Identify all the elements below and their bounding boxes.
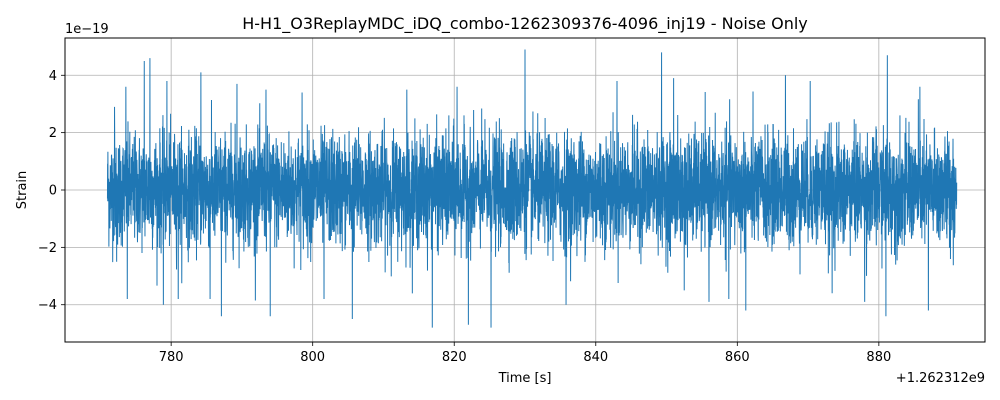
strain-series-line [106,49,958,328]
y-axis-scale-label: 1e−19 [65,22,109,37]
y-axis-ticks: −4 −2 0 2 4 [38,69,65,313]
x-tick-label: 880 [866,350,891,365]
x-axis-label: Time [s] [498,371,552,386]
y-tick-label: −4 [38,298,57,313]
y-tick-label: −2 [38,241,57,256]
y-tick-label: 4 [49,69,57,84]
plot-area [106,49,958,328]
y-axis-label: Strain [15,171,30,210]
y-tick-label: 0 [49,184,57,199]
x-tick-label: 840 [583,350,608,365]
x-tick-label: 780 [159,350,184,365]
y-tick-label: 2 [49,126,57,141]
chart-title: H-H1_O3ReplayMDC_iDQ_combo-1262309376-40… [242,14,808,34]
x-axis-offset-label: +1.262312e9 [896,371,985,386]
x-tick-label: 820 [442,350,467,365]
x-tick-label: 800 [300,350,325,365]
x-axis-ticks: 780 800 820 840 860 880 [159,342,891,365]
x-tick-label: 860 [725,350,750,365]
